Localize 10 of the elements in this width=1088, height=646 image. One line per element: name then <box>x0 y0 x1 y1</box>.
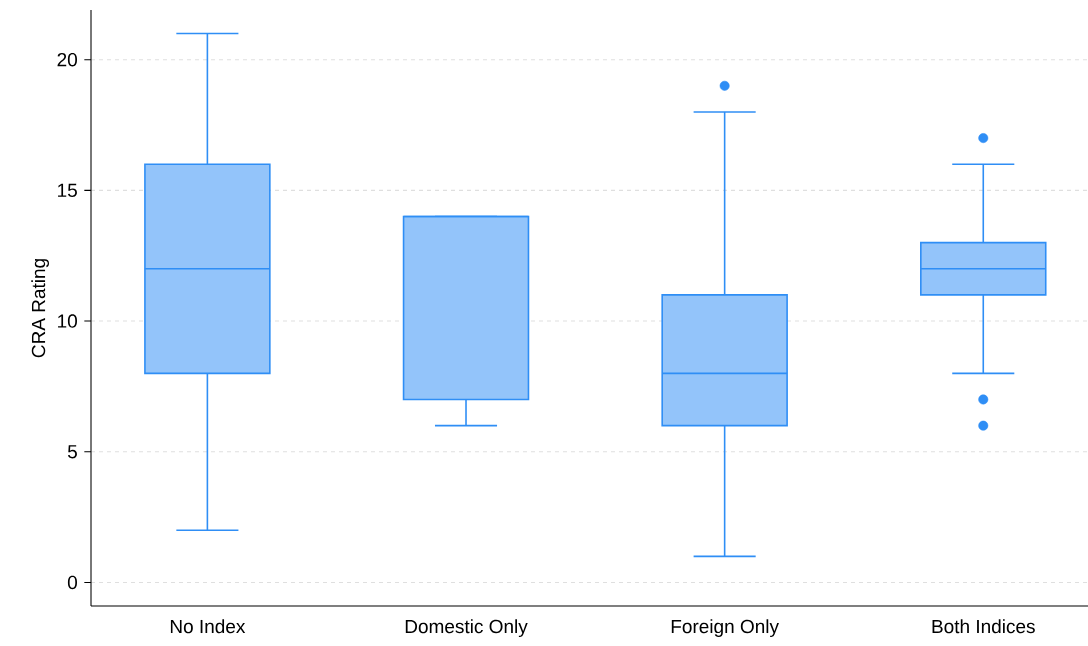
y-tick-label: 20 <box>57 52 77 67</box>
x-tick-label: No Index <box>170 619 246 634</box>
x-tick-label: Both Indices <box>932 619 1035 634</box>
y-axis-title: CRA Rating <box>31 259 50 358</box>
x-tick-label: Domestic Only <box>405 619 528 637</box>
y-tick-label: 0 <box>67 575 77 590</box>
y-tick-label: 15 <box>58 183 77 197</box>
y-tick-label: 10 <box>58 314 77 328</box>
y-tick-label: 5 <box>67 445 77 459</box>
x-tick-label: Foreign Only <box>671 619 779 637</box>
